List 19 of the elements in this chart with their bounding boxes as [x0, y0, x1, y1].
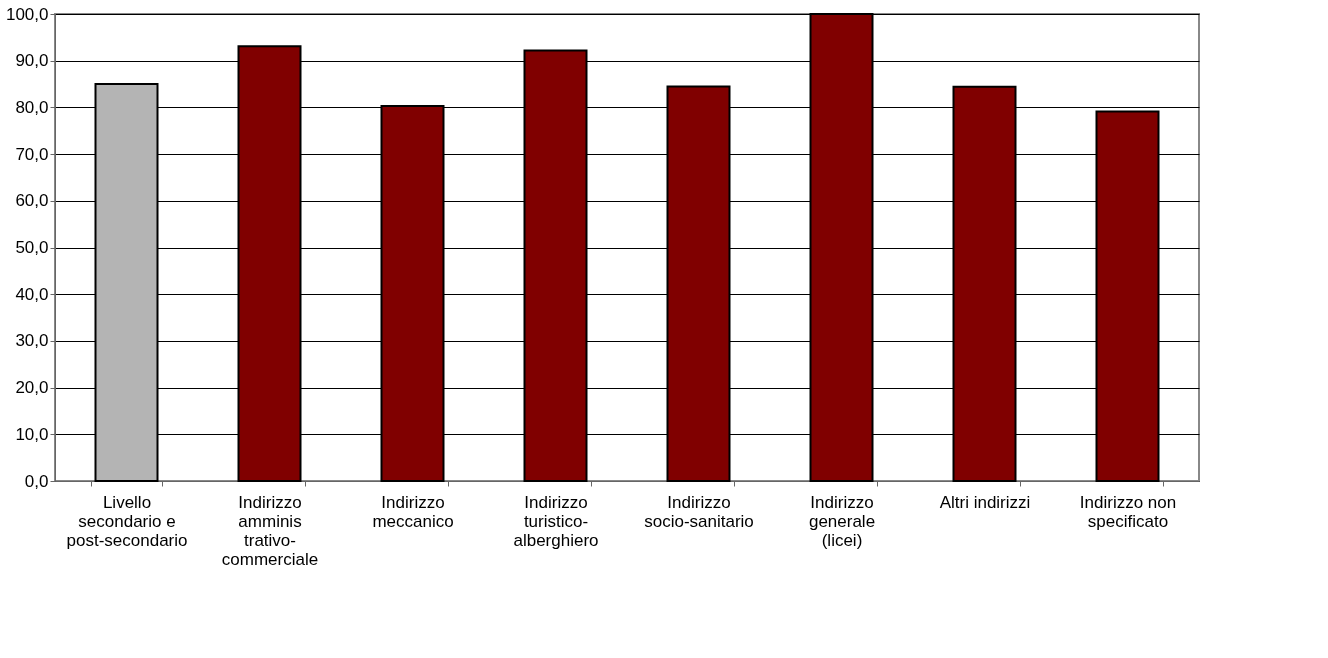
y-tick-label: 100,0 [5, 4, 49, 24]
y-tick-label: 90,0 [15, 51, 49, 71]
x-tick-label: Indirizzo amminis trativo-commerciale [221, 492, 319, 569]
y-tick-label: 50,0 [15, 238, 49, 257]
x-tick-label: Indirizzo meccanico [372, 492, 454, 531]
x-tick-label: Indirizzo non specificato [1079, 492, 1177, 531]
y-tick-label: 70,0 [15, 144, 49, 164]
x-tick-label: Indirizzo turistico-alberghiero [513, 492, 599, 550]
x-tick-label: Livello secondario e post-secondario [66, 492, 188, 550]
x-tick-label: Altri indirizzi [939, 492, 1031, 512]
y-tick-label: 60,0 [15, 191, 49, 211]
y-tick-label: 10,0 [15, 424, 49, 444]
x-tick-label: Indirizzo socio-sanitario [644, 492, 754, 531]
y-tick-label: 30,0 [15, 331, 49, 351]
y-tick-label: 0,0 [24, 471, 49, 491]
y-tick-label: 80,0 [15, 97, 49, 117]
y-tick-label: 20,0 [15, 378, 49, 398]
y-tick-label: 40,0 [15, 284, 49, 304]
x-tick-label: Indirizzo generale (licei) [808, 492, 876, 550]
